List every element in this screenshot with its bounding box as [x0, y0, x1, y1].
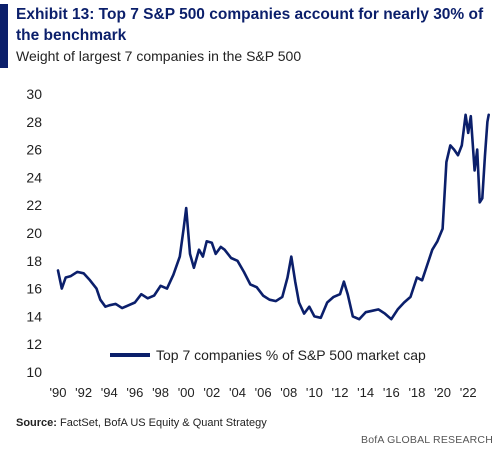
y-tick-label: 16 [26, 281, 42, 297]
x-tick-label: '16 [383, 385, 400, 400]
x-tick-label: '90 [50, 385, 67, 400]
legend: Top 7 companies % of S&P 500 market cap [110, 347, 426, 363]
series-layer [56, 113, 490, 321]
y-tick-label: 24 [26, 169, 42, 185]
x-tick-label: '08 [280, 385, 297, 400]
y-axis: 10 12 14 16 18 20 22 24 26 28 30 [26, 86, 42, 380]
legend-label: Top 7 companies % of S&P 500 market cap [156, 347, 426, 363]
y-tick-label: 22 [26, 197, 42, 213]
y-tick-label: 28 [26, 114, 42, 130]
source-label: Source: [16, 417, 57, 429]
x-tick-label: '98 [152, 385, 169, 400]
source-note: Source: FactSet, BofA US Equity & Quant … [16, 417, 267, 429]
chart-title: Exhibit 13: Top 7 S&P 500 companies acco… [16, 6, 484, 44]
x-tick-label: '94 [101, 385, 118, 400]
brand-label: BofA GLOBAL RESEARCH [361, 434, 493, 446]
y-tick-label: 20 [26, 225, 42, 241]
x-axis: '90 '92 '94 '96 '98 '00 '02 '04 '06 '08 '10 '12 '14 '… [50, 385, 477, 400]
x-tick-label: '04 [229, 385, 246, 400]
x-tick-label: '22 [460, 385, 477, 400]
x-tick-label: '12 [332, 385, 349, 400]
y-tick-label: 26 [26, 142, 42, 158]
y-tick-label: 10 [26, 364, 42, 380]
y-tick-label: 12 [26, 336, 42, 352]
x-tick-label: '10 [306, 385, 323, 400]
x-tick-label: '20 [434, 385, 451, 400]
x-tick-label: '02 [203, 385, 220, 400]
x-tick-label: '92 [75, 385, 92, 400]
source-text: FactSet, BofA US Equity & Quant Strategy [60, 417, 267, 429]
x-tick-label: '00 [178, 385, 195, 400]
y-tick-label: 14 [26, 308, 42, 324]
chart-subtitle: Weight of largest 7 companies in the S&P… [16, 48, 302, 64]
x-tick-label: '06 [255, 385, 272, 400]
y-tick-label: 30 [26, 86, 42, 102]
x-tick-label: '18 [408, 385, 425, 400]
y-tick-label: 18 [26, 253, 42, 269]
x-tick-label: '96 [126, 385, 143, 400]
title-accent-bar [0, 4, 8, 68]
series-line [56, 113, 490, 321]
x-tick-label: '14 [357, 385, 374, 400]
